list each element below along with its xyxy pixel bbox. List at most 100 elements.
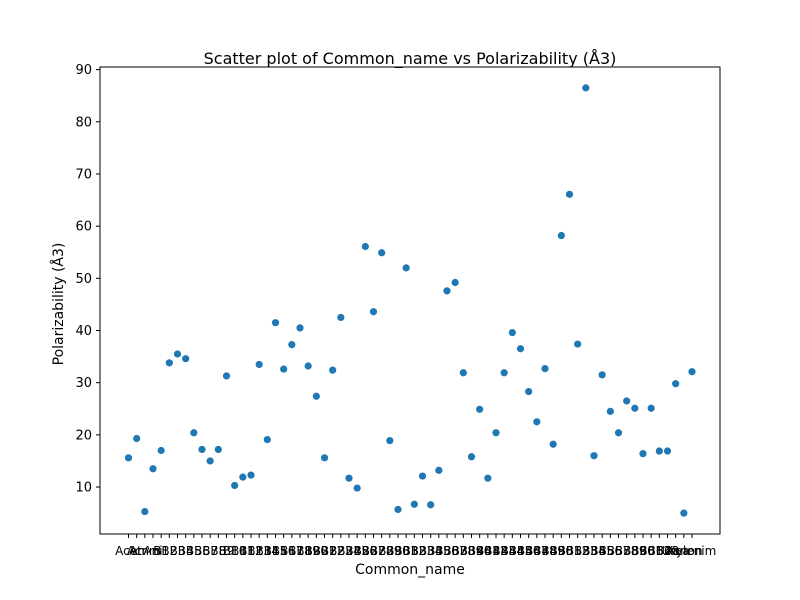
x-tick-label: B57 [607,544,631,558]
x-tick-label: B56 [599,544,623,558]
x-tick-label: B6 [194,544,210,558]
x-tick-label: B22 [321,544,345,558]
x-tick-label: B30 [386,544,410,558]
y-tick-label: 40 [75,324,92,339]
axes-frame [99,66,721,535]
x-tick-label: B12 [239,544,263,558]
x-tick-label: Acr [127,544,147,558]
data-point [639,450,647,458]
data-point [304,362,312,370]
y-tick-label: 80 [75,115,92,130]
data-point [165,359,173,367]
data-point [345,474,353,482]
x-tick-label: B18 [288,544,312,558]
x-tick-label: B35 [427,544,451,558]
data-point [353,484,361,492]
x-tick-label: B5 [186,544,202,558]
data-point [141,507,149,516]
data-point [688,368,696,376]
y-axis-label: Polarizability (Å3) [50,243,67,366]
data-point [133,434,141,443]
data-point [288,340,296,349]
y-tick-label: 30 [75,376,92,391]
data-point [320,454,329,462]
x-tick-label: B24 [337,544,361,558]
data-point [198,445,206,454]
x-tick-label: Ani [143,544,162,558]
x-tick-label: B13 [247,544,271,558]
data-point [427,501,435,509]
y-tick-label: 10 [75,481,92,496]
y-tick-label: 60 [75,220,92,235]
data-point [451,278,459,287]
x-tick-label: B32 [403,544,427,558]
data-point [590,452,598,460]
x-tick-label: B49 [541,544,565,558]
x-tick-label: B47 [525,544,549,558]
x-tick-label: B23 [329,544,353,558]
x-tick-label: B48 [533,544,557,558]
y-tick-label: 20 [75,428,92,443]
data-point [557,231,565,240]
data-point [418,472,427,480]
x-tick-label: B39 [460,544,484,558]
data-point [149,465,157,473]
data-point [663,447,672,455]
y-tick-label: 90 [75,63,92,78]
x-tick-label: B50 [550,544,574,558]
x-tick-label: B52 [566,544,590,558]
data-point [255,360,263,369]
data-point [214,445,222,454]
data-point [476,405,484,413]
x-tick-label: B15 [264,544,288,558]
x-tick-label: B29 [378,544,402,558]
data-point [190,429,198,437]
data-point [443,287,451,295]
data-point [574,340,582,348]
data-point [157,446,165,455]
data-point [565,190,574,198]
x-tick-label: B54 [582,544,606,558]
x-tick-label: B31 [394,544,418,558]
x-tick-label: B20 [305,544,329,558]
data-point [182,355,190,363]
x-axis-label: Common_name [355,562,465,578]
x-tick-label: B28 [370,544,394,558]
x-tick-label: B43 [492,544,516,558]
data-point [361,242,369,251]
data-point [239,473,247,481]
x-tick-label: B59 [623,544,647,558]
data-point [459,369,467,377]
data-point [329,366,337,374]
x-tick-label: B61 [639,544,663,558]
x-tick-label: B36 [435,544,459,558]
chart-title: Scatter plot of Common_name vs Polarizab… [204,49,617,69]
x-tick-label: B11 [231,544,255,558]
x-tick-label: B4 [178,544,194,558]
x-tick-label: B27 [362,544,386,558]
x-tick-label: Xylenim [668,544,717,558]
data-point [492,429,500,437]
x-tick-label: B10 [223,544,247,558]
data-point [672,380,680,388]
data-point [402,264,410,272]
x-tick-label: B53 [574,544,598,558]
data-point [394,505,402,514]
data-point [598,371,606,379]
x-tick-label: B26 [354,544,378,558]
plot-area: 102030405060708090AcetAcrAmmAniB1B2B3B4B… [75,63,721,558]
x-tick-label: B58 [615,544,639,558]
data-point [680,509,688,517]
x-tick-label: B42 [484,544,508,558]
data-point [312,392,320,400]
x-tick-label: Xenon [665,544,703,558]
x-tick-label: B34 [419,544,443,558]
data-point [173,350,182,358]
x-tick-label: B8 [210,544,226,558]
data-point [647,404,655,412]
data-point [484,474,492,482]
data-point [206,457,214,465]
data-point [525,387,533,396]
